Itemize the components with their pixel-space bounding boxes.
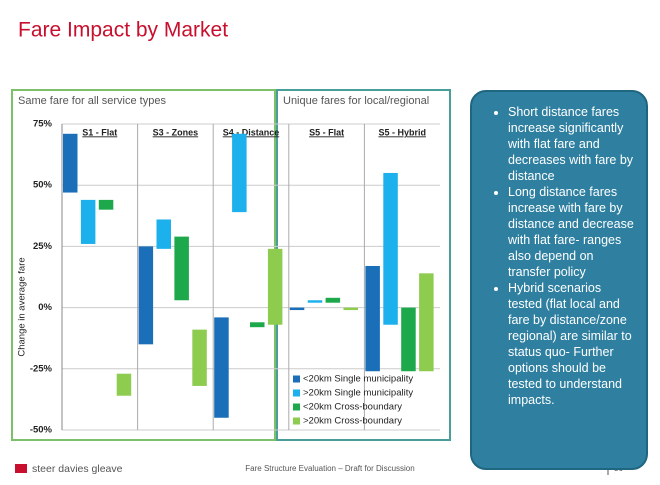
bar xyxy=(307,300,323,303)
group-label: Same fare for all service types xyxy=(18,95,166,107)
bar xyxy=(289,307,305,311)
legend-swatch xyxy=(293,417,300,425)
legend-swatch xyxy=(293,389,300,397)
bar xyxy=(343,307,358,311)
y-tick-label: -50% xyxy=(30,425,53,436)
bar xyxy=(138,246,154,345)
category-label: S5 - Flat xyxy=(309,127,344,137)
legend-label: >20km Cross-boundary xyxy=(303,416,402,427)
notes-box: Short distance fares increase significan… xyxy=(470,90,648,470)
bullet: Hybrid scenarios tested (flat local and … xyxy=(508,280,638,408)
y-tick-label: 25% xyxy=(33,241,53,252)
y-tick-label: 75% xyxy=(33,119,53,130)
category-label: S1 - Flat xyxy=(82,127,117,137)
y-tick-label: -25% xyxy=(30,363,53,374)
legend-swatch xyxy=(293,375,300,383)
bar xyxy=(192,329,207,386)
legend-label: >20km Single municipality xyxy=(303,388,413,399)
bar xyxy=(325,297,341,303)
y-axis-label: Change in average fare xyxy=(17,257,28,356)
bar xyxy=(365,265,380,372)
bar xyxy=(419,273,434,372)
bar xyxy=(250,322,265,328)
bar xyxy=(116,373,132,396)
bar xyxy=(63,133,78,193)
legend-swatch xyxy=(293,403,300,411)
y-tick-label: 0% xyxy=(38,302,52,313)
bar xyxy=(156,219,171,249)
company: steer davies gleave xyxy=(32,463,123,475)
group-label: Unique fares for local/regional xyxy=(283,95,429,107)
bar xyxy=(232,133,247,213)
bullet-list: Short distance fares increase significan… xyxy=(480,104,638,408)
slide-title: Fare Impact by Market xyxy=(18,19,228,42)
category-label: S5 - Hybrid xyxy=(378,127,426,137)
bar xyxy=(383,172,398,325)
logo-mark xyxy=(15,464,27,473)
legend-label: <20km Single municipality xyxy=(303,374,413,385)
bar xyxy=(174,236,189,301)
y-tick-label: 50% xyxy=(33,180,53,191)
bullet: Long distance fares increase with fare b… xyxy=(508,184,638,280)
legend-label: <20km Cross-boundary xyxy=(303,402,402,413)
bar xyxy=(80,199,96,244)
bar xyxy=(401,307,416,372)
category-label: S3 - Zones xyxy=(153,127,199,137)
footer-text: Fare Structure Evaluation – Draft for Di… xyxy=(245,464,414,473)
bar xyxy=(214,317,229,418)
category-label: S4 - Distance xyxy=(223,127,280,137)
bar xyxy=(98,199,114,210)
bullet: Short distance fares increase significan… xyxy=(508,104,638,184)
bar xyxy=(267,248,283,325)
